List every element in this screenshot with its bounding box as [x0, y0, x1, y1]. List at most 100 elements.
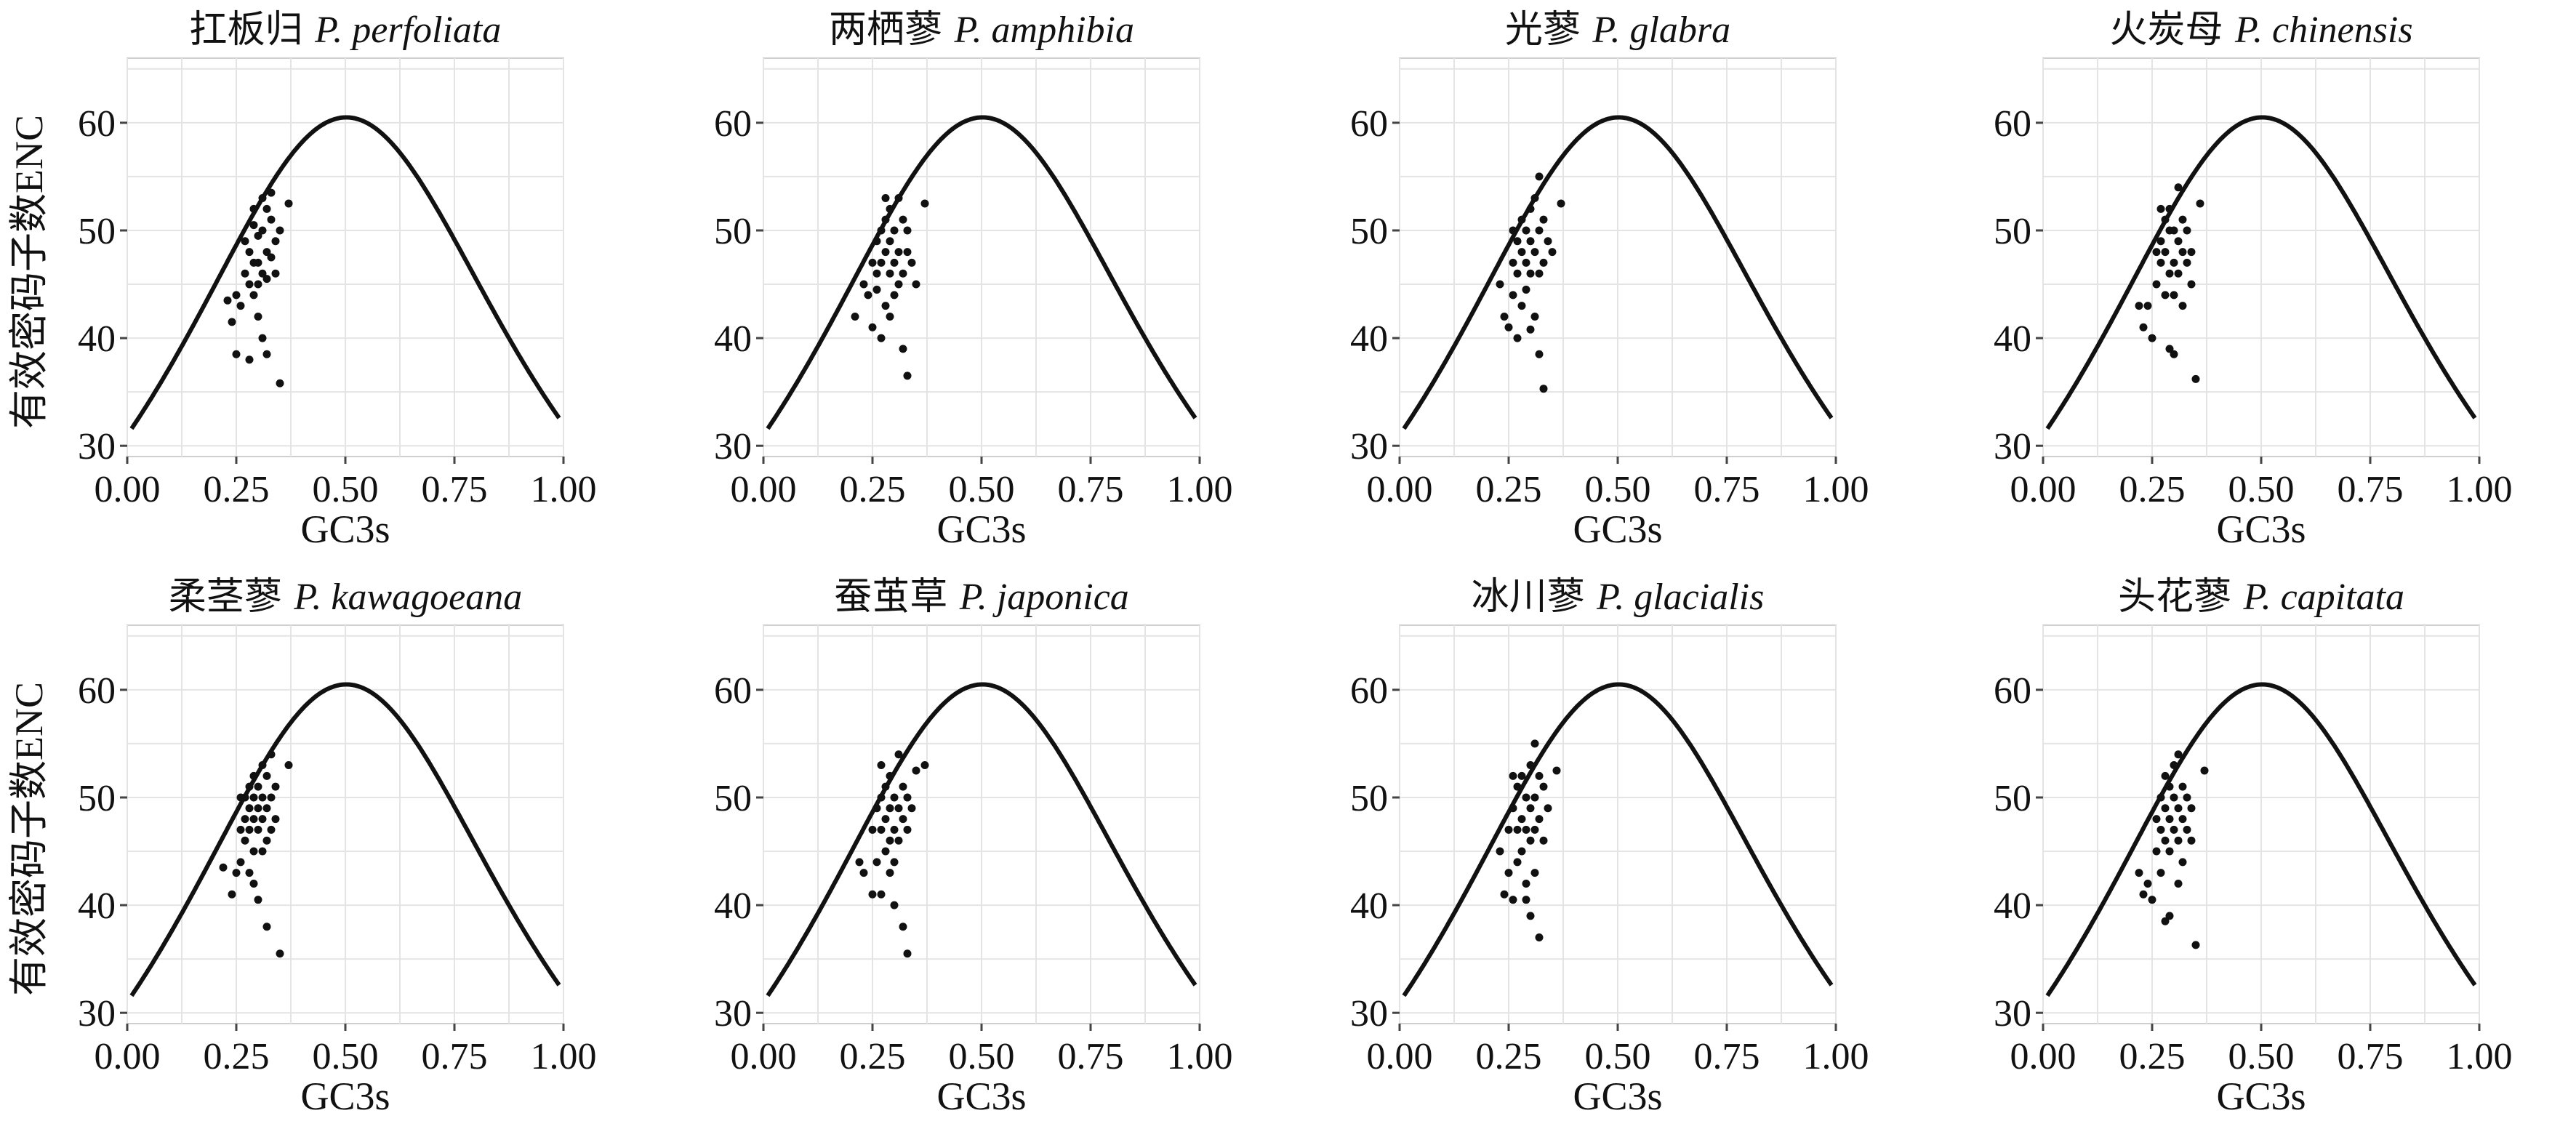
- gene-point: [236, 825, 245, 834]
- y-tick-label: 40: [1350, 318, 1388, 360]
- gene-point: [258, 226, 267, 235]
- gene-point: [872, 237, 881, 246]
- gene-point: [267, 253, 276, 262]
- gene-point: [245, 825, 254, 834]
- x-tick-label: 0.50: [2228, 1036, 2295, 1077]
- y-tick-label: 60: [78, 670, 116, 712]
- expected-enc-curve: [766, 115, 1197, 430]
- gene-point: [2156, 825, 2165, 834]
- x-tick-label: 0.50: [1585, 469, 1651, 510]
- gene-point: [258, 194, 267, 203]
- gene-point: [899, 923, 907, 931]
- expected-enc-curve: [1402, 682, 1834, 997]
- gene-point: [2178, 782, 2187, 791]
- gene-point: [886, 237, 894, 246]
- y-tick-label: 40: [1994, 318, 2031, 360]
- x-tick-label: 0.25: [204, 1036, 270, 1077]
- gene-point: [881, 194, 890, 203]
- y-tick-label: 40: [78, 885, 116, 927]
- y-tick-label: 60: [78, 103, 116, 145]
- gene-point: [262, 275, 271, 284]
- gene-point: [859, 280, 868, 289]
- gene-point: [1535, 226, 1544, 235]
- gene-point: [236, 793, 245, 802]
- gene-point: [2139, 890, 2148, 899]
- gene-point: [1513, 269, 1522, 278]
- panel-title: 两栖蓼 P. amphibia: [829, 8, 1134, 52]
- x-tick-label: 0.25: [1476, 469, 1542, 510]
- x-tick-label: 0.25: [204, 469, 270, 510]
- gene-point: [249, 793, 258, 802]
- y-tick-label: 40: [1994, 885, 2031, 927]
- gene-point: [2152, 815, 2161, 824]
- x-tick-label: 1.00: [1167, 1036, 1233, 1077]
- gene-point: [254, 896, 262, 904]
- gene-point: [2165, 204, 2174, 213]
- gene-point: [2187, 836, 2196, 845]
- gene-point: [890, 901, 899, 909]
- gene-point: [1517, 771, 1526, 780]
- x-tick-label: 1.00: [1167, 469, 1233, 510]
- x-tick-label: 0.75: [422, 1036, 488, 1077]
- gene-point: [2174, 836, 2183, 845]
- x-tick-label: 0.75: [1694, 469, 1760, 510]
- gene-point: [2165, 782, 2174, 791]
- gene-point: [1530, 194, 1539, 203]
- gene-point: [894, 248, 903, 257]
- gene-point: [912, 766, 920, 775]
- gene-point: [907, 804, 916, 813]
- y-tick-label: 50: [1994, 778, 2031, 819]
- gene-point: [271, 815, 280, 824]
- gene-point: [267, 793, 276, 802]
- gene-point: [1526, 237, 1535, 246]
- gene-point: [2161, 291, 2170, 300]
- gene-point: [1530, 312, 1539, 321]
- gene-point: [1530, 739, 1539, 748]
- gene-point: [2170, 291, 2178, 300]
- chart-panel-3: 30 40 50 60 0.00 0.25 0.50 0.75 1.00 GC3s 光蓼 P. gl…: [1350, 8, 1869, 551]
- gene-point: [1522, 896, 1530, 904]
- x-axis-label: GC3s: [936, 507, 1026, 551]
- gene-point: [219, 863, 228, 872]
- gene-point: [2170, 258, 2178, 267]
- gene-point: [271, 269, 280, 278]
- gene-point: [271, 237, 280, 246]
- panel-title-latin: P. amphibia: [954, 9, 1135, 51]
- gene-point: [2183, 226, 2191, 235]
- gene-point: [2170, 825, 2178, 834]
- gene-point: [1513, 858, 1522, 867]
- gene-point: [232, 291, 241, 300]
- gene-point: [2161, 248, 2170, 257]
- gene-point: [877, 761, 886, 770]
- gene-point: [2152, 280, 2161, 289]
- gene-point: [1513, 237, 1522, 246]
- y-tick-label: 50: [78, 778, 116, 819]
- panel-title-latin: P. chinensis: [2234, 9, 2413, 51]
- gene-point: [859, 869, 868, 877]
- gene-point: [2191, 374, 2200, 383]
- gene-point: [2174, 804, 2183, 813]
- gene-point: [886, 771, 894, 780]
- gene-point: [1526, 836, 1535, 845]
- gene-point: [1509, 226, 1517, 235]
- gene-point: [2165, 345, 2174, 353]
- expected-enc-curve: [2045, 115, 2477, 430]
- gene-point: [894, 280, 903, 289]
- gene-point: [1526, 269, 1535, 278]
- y-tick-label: 50: [1350, 778, 1388, 819]
- gene-point: [2187, 280, 2196, 289]
- gene-point: [1544, 237, 1552, 246]
- gene-point: [877, 334, 886, 342]
- gene-point: [1526, 912, 1535, 920]
- gene-point: [2161, 215, 2170, 224]
- gene-point: [890, 258, 899, 267]
- y-tick-label: 50: [1994, 211, 2031, 252]
- gene-point: [1539, 836, 1548, 845]
- gene-point: [1509, 804, 1517, 813]
- gene-point: [276, 226, 284, 235]
- y-tick-label: 60: [1350, 103, 1388, 145]
- gene-point: [899, 269, 907, 278]
- gene-point: [236, 302, 245, 310]
- x-tick-label: 1.00: [1803, 469, 1869, 510]
- x-axis-label: GC3s: [1573, 507, 1662, 551]
